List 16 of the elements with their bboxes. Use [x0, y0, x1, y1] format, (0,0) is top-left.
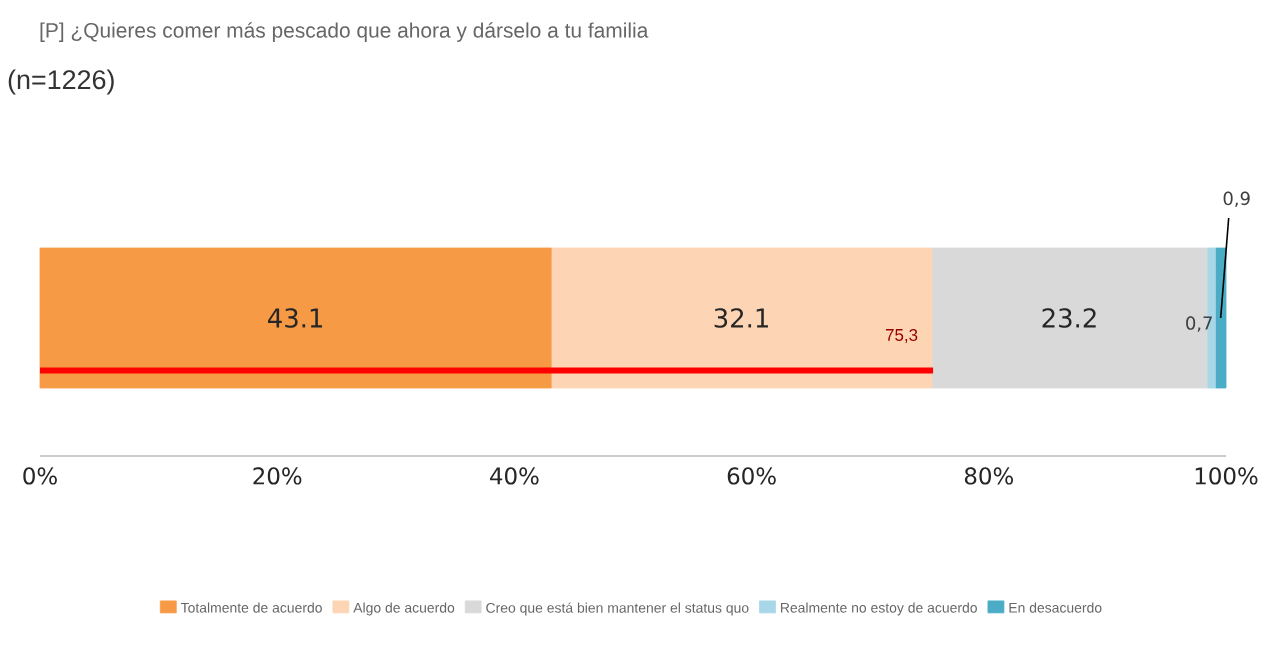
data-label: 0,9 [1223, 191, 1250, 207]
chart-subtitle: (n=1226) [8, 69, 114, 95]
x-tick-label: 100% [1195, 467, 1258, 485]
x-tick-label: 40% [490, 467, 539, 485]
x-tick-label: 0% [23, 467, 57, 485]
data-label: 0,7 [1186, 316, 1212, 332]
bar [931, 247, 1208, 389]
band-label: 75,3 [885, 328, 918, 343]
x-tick-label: 60% [727, 467, 776, 485]
data-label: 23.2 [1042, 308, 1096, 328]
data-label: 32.1 [714, 308, 768, 328]
x-tick-label: 20% [253, 467, 302, 485]
bar [1214, 247, 1227, 389]
data-label: 43.1 [268, 308, 323, 328]
chart-title: [P] ¿Quieres comer más pescado que ahora y dárselo a tu familia [40, 22, 649, 42]
x-tick-label: 80% [964, 467, 1013, 485]
